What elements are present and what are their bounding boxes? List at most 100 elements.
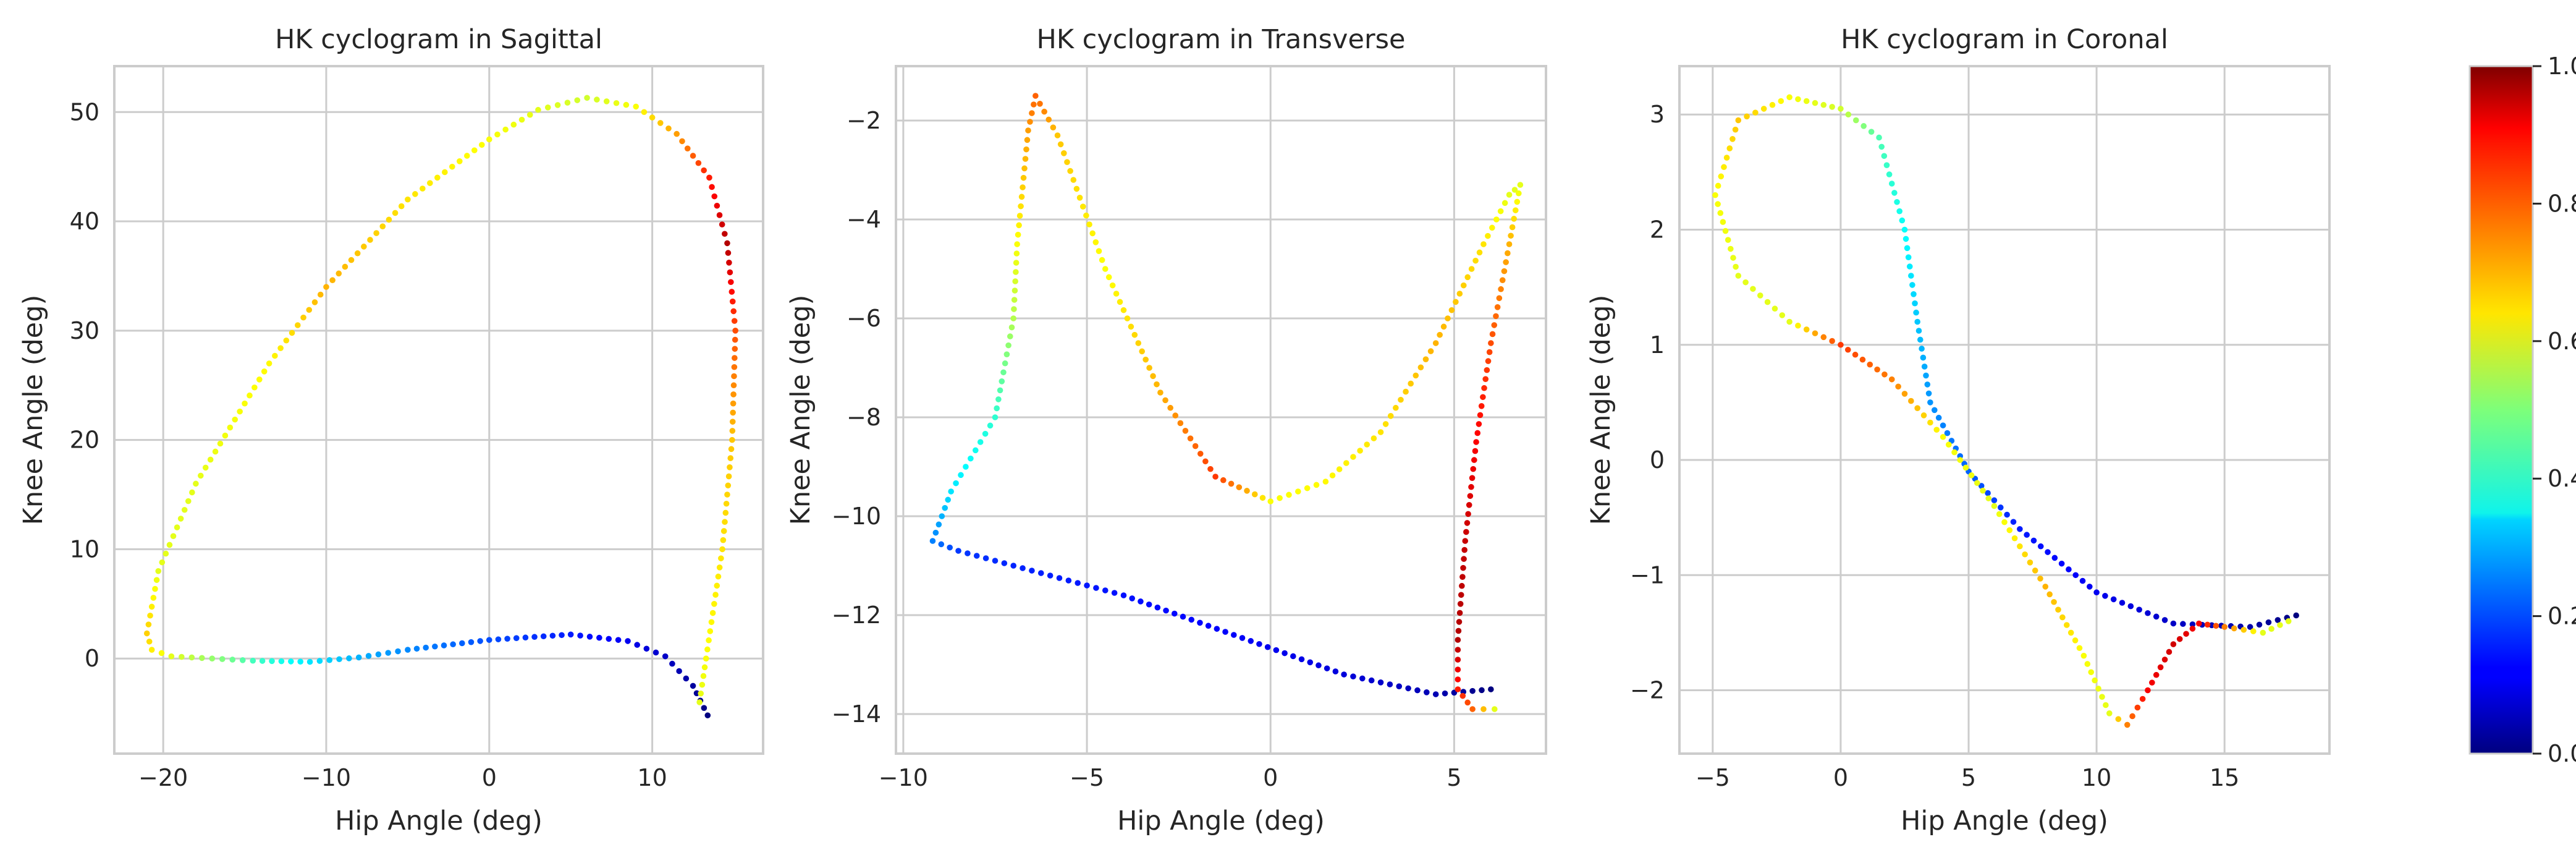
data-point <box>1002 360 1008 367</box>
data-point <box>1886 171 1893 177</box>
data-point <box>518 116 525 123</box>
data-point <box>720 537 727 543</box>
data-point <box>1192 443 1199 449</box>
data-point <box>704 646 711 653</box>
data-point <box>1478 403 1485 409</box>
data-point <box>367 237 373 243</box>
data-point <box>935 521 942 528</box>
data-point <box>732 355 738 361</box>
x-tick-label: −5 <box>1696 764 1730 791</box>
data-point <box>982 430 989 437</box>
data-point <box>1273 647 1280 653</box>
data-point <box>2011 535 2018 542</box>
data-point <box>1047 572 1054 579</box>
data-point <box>1946 441 1952 448</box>
data-point <box>237 408 243 415</box>
data-point <box>1778 98 1784 104</box>
data-point <box>1923 372 1929 379</box>
data-point <box>730 400 737 407</box>
data-point <box>1488 686 1494 692</box>
data-point <box>728 279 734 286</box>
data-point <box>143 630 150 637</box>
x-tick-label: 0 <box>1263 764 1278 791</box>
data-point <box>2006 527 2013 534</box>
data-point <box>965 550 971 556</box>
data-point <box>375 651 382 658</box>
data-point <box>696 699 703 705</box>
colorbar: 0.0 0.2 0.4 0.6 0.8 1.0 <box>2468 53 2576 767</box>
data-point <box>727 269 733 276</box>
data-point <box>2103 702 2109 708</box>
data-point <box>198 472 204 479</box>
data-point <box>1455 657 1461 663</box>
data-point <box>1920 412 1927 419</box>
data-point <box>1474 430 1481 436</box>
data-point <box>326 657 333 663</box>
data-point <box>679 138 685 145</box>
data-point <box>450 641 456 648</box>
data-point <box>1859 356 1866 363</box>
data-point <box>1207 466 1214 472</box>
data-point <box>2161 657 2168 663</box>
data-point <box>554 102 561 108</box>
data-point <box>1013 260 1020 266</box>
data-point <box>2004 511 2010 518</box>
data-point <box>1927 399 1933 406</box>
data-point <box>1442 690 1448 697</box>
data-point <box>386 216 392 223</box>
data-point <box>1723 155 1730 161</box>
data-point <box>649 114 656 121</box>
data-point <box>1003 351 1010 357</box>
data-point <box>2136 606 2142 613</box>
data-point <box>606 636 612 642</box>
x-axis-label: Hip Angle (deg) <box>1901 806 2108 836</box>
data-point <box>1456 619 1463 625</box>
data-point <box>690 153 696 159</box>
data-point <box>1715 201 1721 207</box>
data-point <box>441 642 447 649</box>
data-point <box>239 657 246 663</box>
data-point <box>1364 441 1370 448</box>
data-point <box>379 223 386 229</box>
data-point <box>1464 520 1471 526</box>
data-point <box>728 289 735 295</box>
data-point <box>432 643 438 650</box>
data-points <box>1712 94 2299 728</box>
data-point <box>2042 584 2049 590</box>
data-point <box>1387 681 1393 687</box>
data-point <box>1997 504 2004 511</box>
data-point <box>2037 576 2043 582</box>
data-point <box>929 538 936 544</box>
data-point <box>1102 266 1109 272</box>
colorbar-tick-label: 0.8 <box>2548 190 2576 217</box>
data-point <box>373 230 379 236</box>
y-tick-label: −2 <box>847 107 881 134</box>
y-axis-label: Knee Angle (deg) <box>1586 295 1616 525</box>
data-point <box>193 480 199 487</box>
colorbar-tick-label: 0.0 <box>2548 740 2576 767</box>
data-point <box>1154 604 1161 611</box>
data-point <box>336 656 342 663</box>
data-point <box>1011 306 1017 312</box>
data-point <box>179 653 185 660</box>
data-point <box>1468 483 1474 490</box>
data-point <box>442 169 448 176</box>
data-point <box>1494 304 1501 310</box>
data-point <box>168 653 175 660</box>
data-point <box>148 603 155 610</box>
data-point <box>1177 420 1184 427</box>
grid <box>1679 66 2329 754</box>
data-point <box>1041 108 1047 115</box>
data-point <box>947 544 953 551</box>
data-point <box>732 328 738 334</box>
data-point <box>158 650 165 657</box>
data-point <box>2139 695 2146 702</box>
data-point <box>945 496 951 503</box>
data-point <box>531 634 538 640</box>
data-point <box>2189 621 2196 627</box>
data-point <box>544 104 551 111</box>
data-point <box>948 488 954 495</box>
data-point <box>584 95 590 101</box>
tick-labels: −10 −5 0 5 −14 −12 −10 −8 −6 −4 −2 <box>832 107 1462 791</box>
data-point <box>2157 664 2164 671</box>
